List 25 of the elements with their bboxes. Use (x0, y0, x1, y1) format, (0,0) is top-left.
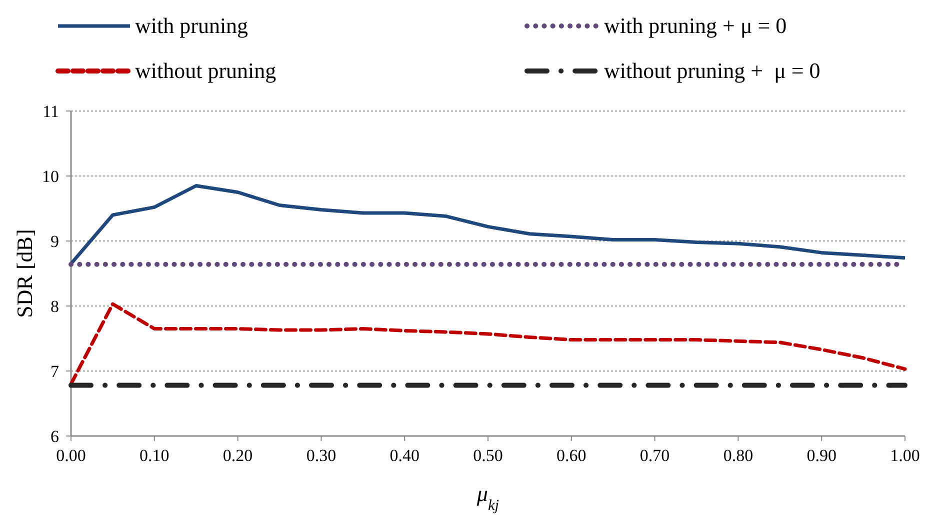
x-tick-label: 0.10 (140, 446, 170, 465)
y-tick-label: 6 (50, 427, 59, 446)
y-axis-title: SDR [dB] (12, 229, 37, 318)
x-tick-label: 0.90 (806, 446, 836, 465)
x-tick-label: 0.40 (390, 446, 420, 465)
y-tick-label: 7 (50, 362, 60, 381)
x-tick-label: 0.80 (723, 446, 754, 465)
y-tick-label: 11 (42, 102, 59, 121)
x-axis-title: μ$_{kj}$ (476, 481, 500, 514)
y-tick-label: 9 (50, 232, 59, 251)
x-tick-label: 0.30 (306, 446, 336, 465)
line-series (69, 302, 907, 386)
x-tick-label: 0.20 (222, 446, 253, 465)
y-tick-label: 10 (42, 167, 59, 186)
y-tick-label: 8 (50, 297, 59, 316)
x-tick-label: 0.60 (556, 446, 586, 465)
x-tick-label: 0.50 (473, 446, 503, 465)
legend-label: with pruning + μ = 0 (604, 13, 787, 38)
x-tick-label: 0.00 (56, 446, 86, 465)
legend-label: without pruning (135, 58, 276, 83)
x-tick-label: 0.70 (640, 446, 670, 465)
legend-label: with pruning (135, 13, 248, 38)
x-tick-label: 1.00 (890, 446, 920, 465)
line-series (69, 184, 907, 266)
legend-label: without pruning + μ = 0 (604, 58, 820, 83)
